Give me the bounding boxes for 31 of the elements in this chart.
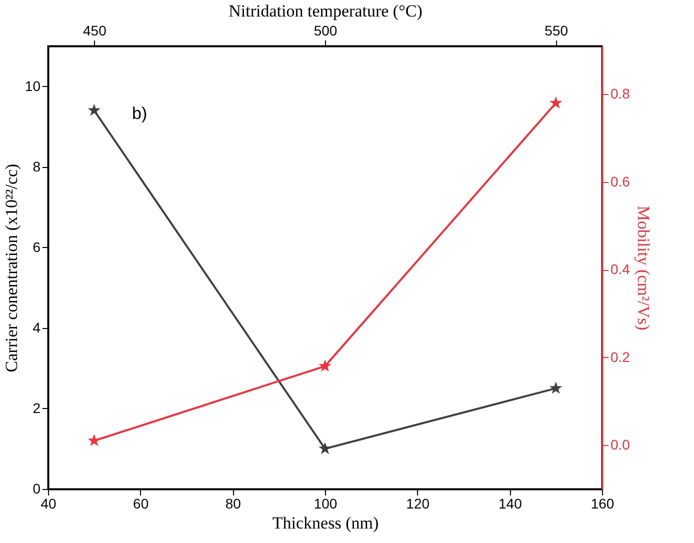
y-tick-label: 4 — [32, 319, 41, 336]
x-tick-label: 120 — [406, 496, 430, 512]
x2-axis-title: Nitridation temperature (°C) — [228, 2, 422, 20]
y2-tick-label: 0.0 — [610, 436, 630, 453]
y-tick-label: 8 — [32, 158, 41, 174]
y2-tick-label: 0.6 — [610, 173, 630, 190]
y-tick-label: 0 — [32, 480, 41, 496]
y-tick-label: 6 — [32, 238, 41, 255]
x-tick-label: 40 — [40, 496, 56, 512]
y2-tick-label: 0.8 — [610, 86, 630, 102]
y-tick-label: 10 — [24, 78, 41, 94]
point — [549, 382, 562, 394]
point — [549, 96, 562, 108]
point — [88, 434, 101, 446]
y-tick-label: 2 — [32, 400, 41, 416]
x-tick-label: 60 — [133, 496, 149, 512]
y2-tick-label: 0.2 — [610, 348, 630, 365]
x-tick-label: 160 — [590, 496, 614, 512]
x2-tick-label: 550 — [544, 22, 568, 38]
y2-tick-label: 0.4 — [610, 261, 630, 278]
x2-tick-label: 500 — [314, 22, 338, 38]
x-tick-label: 80 — [225, 496, 242, 512]
y-axis-title: Carrier conentration (x10²²/cc) — [2, 164, 21, 372]
x2-tick-label: 450 — [82, 22, 107, 38]
point — [318, 359, 332, 372]
x-axis-title: Thickness (nm) — [272, 514, 379, 532]
y2-axis-title: Mobility (cm²/Vs) — [634, 206, 653, 330]
x-tick-label: 140 — [498, 496, 522, 512]
point — [88, 104, 101, 116]
x-tick-label: 100 — [314, 496, 338, 512]
annotation: b) — [132, 104, 148, 123]
